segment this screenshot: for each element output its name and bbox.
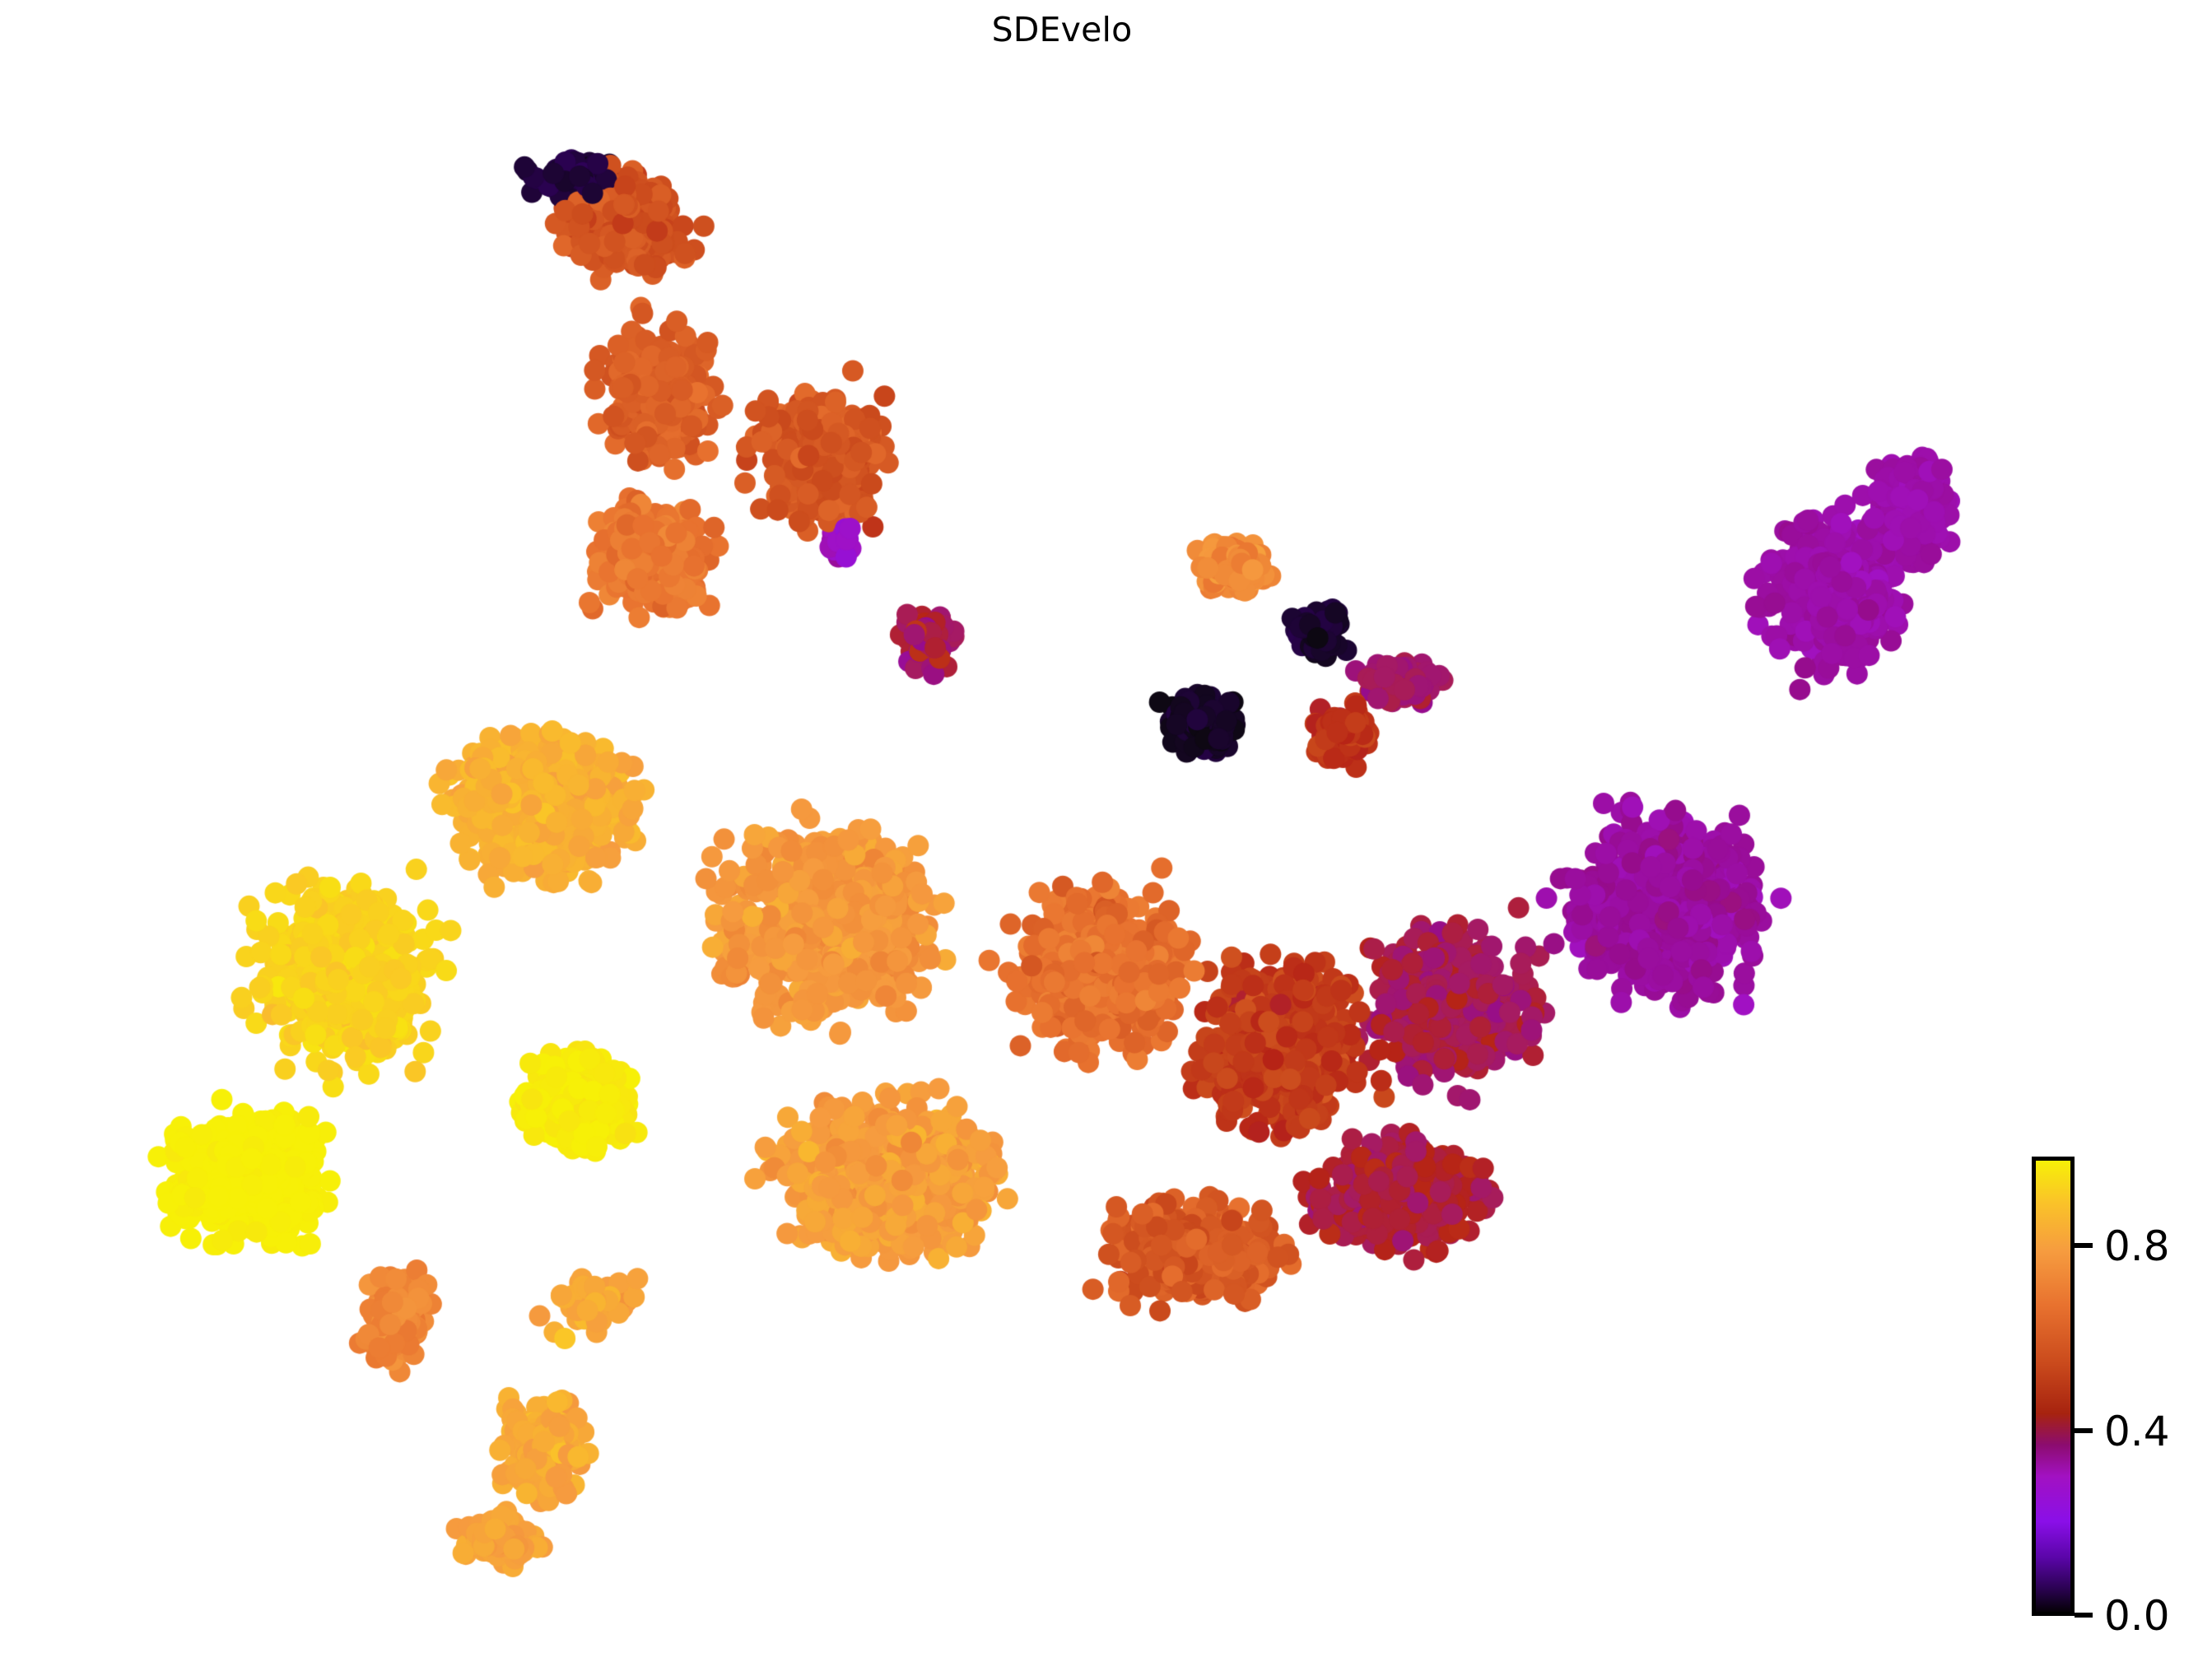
- scatter-plot[interactable]: [0, 0, 2017, 1676]
- colorbar-tick-group: 0.8 0.4 0.0: [2075, 1157, 2206, 1640]
- tick-mark-icon: [2075, 1243, 2093, 1248]
- tick-mark-icon: [2075, 1428, 2093, 1433]
- latent-time-colorbar: [2032, 1157, 2075, 1616]
- colorbar-tick-label: 0.8: [2104, 1222, 2170, 1270]
- scatter-canvas[interactable]: [0, 0, 2017, 1676]
- tick-mark-icon: [2075, 1613, 2093, 1618]
- colorbar-tick-label: 0.4: [2104, 1408, 2170, 1455]
- colorbar-tick-label: 0.0: [2104, 1592, 2170, 1640]
